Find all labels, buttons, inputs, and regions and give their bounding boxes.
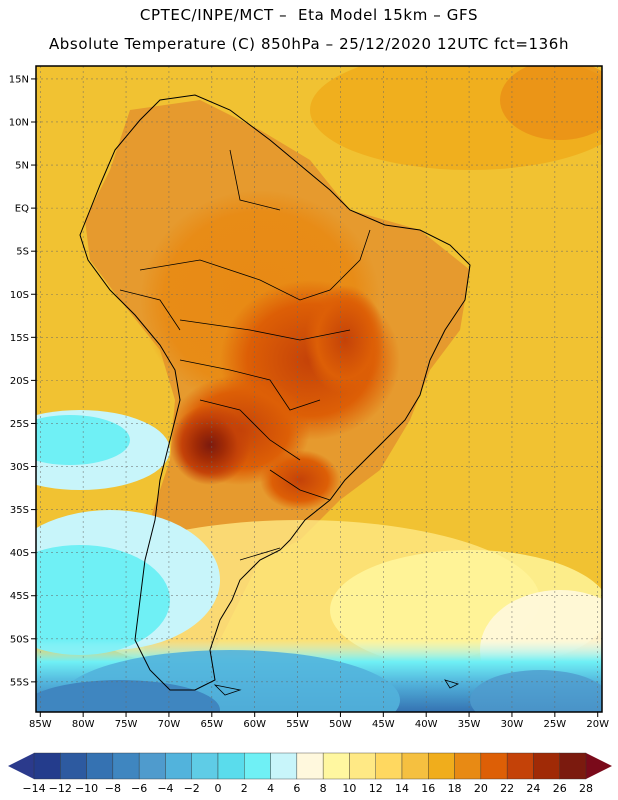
temperature-field — [36, 66, 602, 712]
colorbar-label: 2 — [241, 782, 248, 795]
lat-tick-label: 5N — [15, 161, 29, 172]
lat-tick-label: 35S — [10, 505, 29, 516]
colorbar-swatch — [270, 752, 298, 780]
lon-tick-label: 45W — [372, 719, 395, 730]
colorbar-label: 4 — [267, 782, 274, 795]
colorbar-label: 22 — [500, 782, 514, 795]
colorbar-swatch — [559, 752, 587, 780]
lat-tick-label: 10S — [10, 290, 29, 301]
colorbar-label: −2 — [184, 782, 200, 795]
colorbar-label: 10 — [342, 782, 356, 795]
colorbar-label: −12 — [49, 782, 72, 795]
colorbar-label: 0 — [215, 782, 222, 795]
colorbar-label: 26 — [553, 782, 567, 795]
colorbar-swatch — [244, 752, 271, 780]
lat-tick-label: 50S — [10, 634, 29, 645]
borders — [119, 149, 371, 561]
colorbar-swatch — [86, 752, 114, 780]
colorbar-label: 16 — [421, 782, 435, 795]
lon-tick-label: 85W — [29, 719, 52, 730]
title-line-1: CPTEC/INPE/MCT – Eta Model 15km – GFS — [139, 6, 479, 24]
colorbar-swatch — [480, 752, 508, 780]
colorbar-swatch — [217, 752, 245, 780]
colorbar-label: 6 — [293, 782, 300, 795]
lat-tick-label: 55S — [10, 677, 29, 688]
colorbar-label: 8 — [320, 782, 327, 795]
colorbar-swatch — [60, 752, 87, 780]
colorbar-low-arrow — [8, 753, 34, 779]
colorbar-swatch — [138, 752, 166, 780]
coastline — [79, 94, 471, 691]
map-frame — [35, 65, 603, 713]
colorbar-label: 28 — [579, 782, 593, 795]
lat-tick-label: 10N — [9, 117, 29, 128]
colorbar-swatch — [533, 752, 560, 780]
graticule — [36, 66, 602, 712]
lat-tick-label: 20S — [10, 376, 29, 387]
lon-tick-label: 30W — [501, 719, 524, 730]
lon-tick-label: 70W — [158, 719, 181, 730]
colorbar-swatch — [454, 752, 482, 780]
colorbar-label: −10 — [75, 782, 98, 795]
lon-tick-label: 80W — [72, 719, 95, 730]
lon-tick-label: 35W — [458, 719, 481, 730]
colorbar-label: −14 — [22, 782, 45, 795]
colorbar-label: 14 — [395, 782, 409, 795]
colorbar-label: 18 — [448, 782, 462, 795]
colorbar-swatch — [112, 752, 140, 780]
lat-tick-label: 45S — [10, 591, 29, 602]
colorbar-label: −8 — [105, 782, 121, 795]
lat-tick-label: 5S — [16, 247, 29, 258]
lon-tick-label: 40W — [415, 719, 438, 730]
latitude-ticks: 15N 10N 5N EQ 5S 10S 15S 20S 25S 30S 35S 40S 45S 50S 5… — [9, 74, 36, 688]
lon-tick-label: 75W — [115, 719, 138, 730]
colorbar-swatch — [401, 752, 429, 780]
colorbar-swatch — [296, 752, 324, 780]
lon-tick-label: 55W — [286, 719, 309, 730]
lat-tick-label: EQ — [15, 204, 29, 215]
colorbar-swatch — [506, 752, 534, 780]
lon-tick-label: 65W — [200, 719, 223, 730]
colorbar-swatch — [191, 752, 219, 780]
colorbar: −14 −12 −10 −8 −6 −4 −2 0 2 4 6 8 10 12 14 16 18 20 22 24 26… — [8, 752, 612, 795]
lon-tick-label: 25W — [544, 719, 567, 730]
colorbar-swatch — [375, 752, 403, 780]
colorbar-swatch — [349, 752, 376, 780]
colorbar-label: −4 — [157, 782, 173, 795]
lat-tick-label: 25S — [10, 419, 29, 430]
colorbar-swatch — [165, 752, 192, 780]
colorbar-swatch — [428, 752, 455, 780]
colorbar-swatch — [33, 752, 61, 780]
longitude-ticks: 85W 80W 75W 70W 65W 60W 55W 50W 45W 40W 35W 30W 25W 2… — [29, 712, 609, 730]
lon-tick-label: 20W — [586, 719, 609, 730]
lat-tick-label: 40S — [10, 548, 29, 559]
colorbar-label: 24 — [526, 782, 540, 795]
lat-tick-label: 15N — [9, 74, 29, 85]
title-line-2: Absolute Temperature (C) 850hPa – 25/12/… — [48, 35, 570, 53]
colorbar-high-arrow — [586, 753, 612, 779]
lat-tick-label: 30S — [10, 462, 29, 473]
lon-tick-label: 60W — [243, 719, 266, 730]
colorbar-label: −6 — [131, 782, 147, 795]
lon-tick-label: 50W — [329, 719, 352, 730]
colorbar-label: 20 — [474, 782, 488, 795]
colorbar-label: 12 — [369, 782, 383, 795]
colorbar-swatch — [322, 752, 350, 780]
lat-tick-label: 15S — [10, 333, 29, 344]
